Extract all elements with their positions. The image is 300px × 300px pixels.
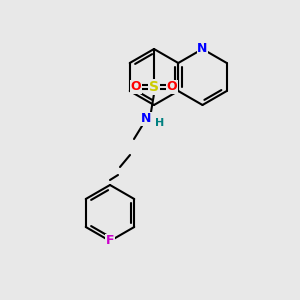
Text: F: F — [106, 235, 114, 248]
Text: N: N — [197, 43, 208, 56]
Text: N: N — [141, 112, 151, 125]
Text: S: S — [149, 80, 159, 94]
Text: O: O — [167, 80, 177, 94]
Text: O: O — [131, 80, 141, 94]
Text: H: H — [155, 118, 165, 128]
